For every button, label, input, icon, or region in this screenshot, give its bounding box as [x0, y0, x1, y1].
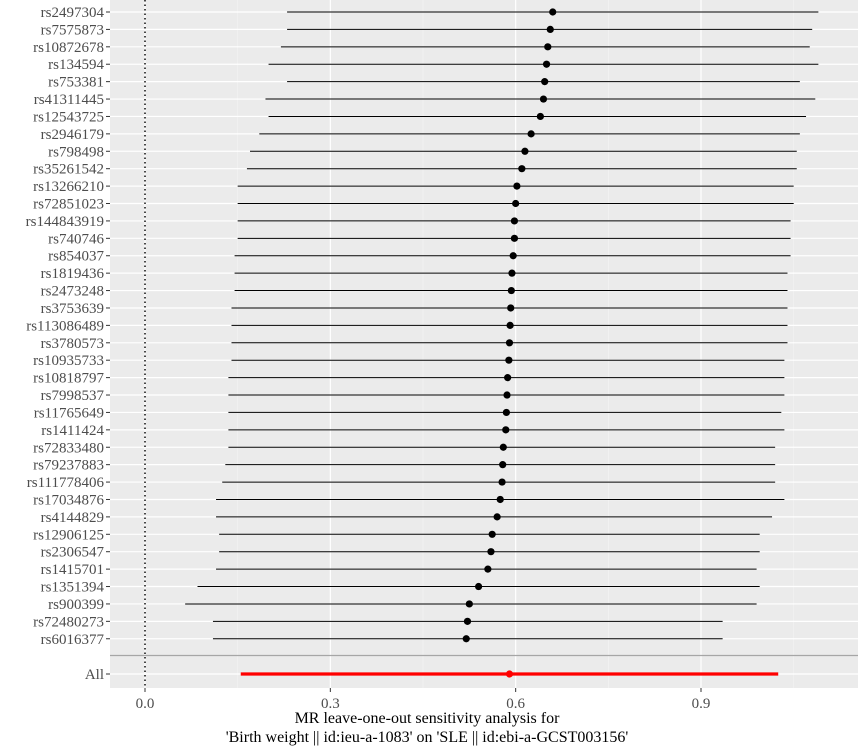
x-axis-title-line1: MR leave-one-out sensitivity analysis fo…: [295, 710, 561, 727]
y-tick-label: rs1819436: [41, 266, 105, 282]
point-estimate: [527, 130, 535, 138]
y-tick-label: rs740746: [48, 231, 104, 247]
y-tick-label: rs111778406: [27, 475, 105, 491]
point-estimate: [509, 252, 517, 260]
point-estimate: [505, 339, 514, 347]
y-tick-label: rs134594: [48, 57, 104, 73]
point-estimate: [499, 443, 507, 451]
point-estimate: [487, 548, 495, 556]
point-estimate: [549, 8, 557, 16]
y-tick-label: rs1351394: [41, 580, 105, 596]
y-tick-label: rs1415701: [41, 562, 104, 578]
point-estimate: [503, 391, 511, 399]
y-tick-label: rs753381: [48, 75, 104, 91]
point-estimate: [488, 530, 496, 538]
y-tick-label: rs72851023: [33, 197, 104, 213]
point-estimate: [508, 269, 516, 277]
point-estimate: [507, 286, 515, 295]
x-axis-title-line2: 'Birth weight || id:ieu-a-1083' on 'SLE …: [226, 729, 629, 746]
y-tick-label: rs2946179: [41, 127, 104, 143]
point-estimate: [502, 426, 510, 434]
point-estimate: [484, 565, 492, 573]
y-tick-label: rs12906125: [33, 527, 104, 543]
y-tick-label: rs72480273: [33, 614, 104, 630]
point-estimate: [462, 635, 470, 643]
y-tick-label: rs35261542: [33, 162, 104, 178]
point-estimate: [539, 95, 548, 103]
point-estimate: [513, 182, 521, 190]
y-tick-label: rs13266210: [33, 179, 104, 195]
y-tick-label: rs10872678: [33, 40, 104, 56]
y-tick-label: rs2306547: [41, 545, 105, 561]
point-estimate: [542, 60, 551, 68]
study-rows: [185, 8, 819, 643]
y-tick-label: rs3753639: [41, 301, 104, 317]
y-tick-label: rs1411424: [41, 423, 104, 439]
x-tick-label: 0.0: [136, 696, 155, 712]
y-tick-label: rs3780573: [41, 336, 104, 352]
point-estimate: [510, 234, 519, 242]
y-tick-label: rs79237883: [33, 458, 104, 474]
y-tick-label: rs854037: [48, 249, 104, 265]
point-estimate: [493, 513, 501, 521]
point-estimate: [505, 356, 513, 364]
point-estimate: [541, 78, 549, 86]
point-estimate: [499, 461, 507, 469]
y-tick-label: rs2497304: [41, 5, 105, 21]
point-estimate: [498, 478, 506, 486]
y-tick-label: rs41311445: [34, 92, 104, 108]
x-tick-label: 0.3: [321, 696, 340, 712]
x-tick-label: 0.9: [692, 696, 711, 712]
point-estimate: [521, 147, 529, 155]
point-estimate: [536, 112, 544, 121]
y-tick-label: rs17034876: [33, 492, 104, 508]
point-estimate: [504, 374, 512, 382]
y-tick-label: rs10935733: [33, 353, 104, 369]
y-tick-label: rs12543725: [33, 109, 104, 125]
summary-label: All: [85, 667, 104, 683]
point-estimate: [475, 582, 483, 591]
y-tick-label: rs144843919: [26, 214, 104, 230]
point-estimate: [496, 495, 504, 504]
summary-point: [505, 670, 514, 678]
x-axis: 0.0 0.3 0.6 0.9: [136, 688, 711, 712]
point-estimate: [518, 165, 526, 173]
point-estimate: [465, 600, 473, 608]
y-tick-label: rs2473248: [41, 284, 104, 300]
y-tick-label: rs900399: [48, 597, 104, 613]
point-estimate: [502, 408, 510, 417]
point-estimate: [463, 617, 472, 625]
y-tick-label: rs113086489: [26, 318, 104, 334]
summary-row: [240, 670, 779, 678]
y-tick-label: rs7575873: [41, 22, 104, 38]
point-estimate: [510, 217, 519, 225]
point-estimate: [512, 199, 520, 208]
y-tick-label: rs4144829: [41, 510, 104, 526]
point-estimate: [506, 321, 514, 329]
y-tick-label: rs10818797: [33, 371, 104, 387]
point-estimate: [546, 25, 554, 34]
point-estimate: [544, 43, 552, 51]
x-tick-label: 0.6: [506, 696, 525, 712]
y-tick-label: rs72833480: [33, 440, 104, 456]
y-tick-label: rs11765649: [34, 405, 104, 421]
y-tick-label: rs798498: [48, 144, 104, 160]
y-tick-label: rs7998537: [41, 388, 105, 404]
y-tick-label: rs6016377: [41, 632, 105, 648]
plot-panel: [110, 0, 858, 688]
point-estimate: [507, 304, 515, 312]
